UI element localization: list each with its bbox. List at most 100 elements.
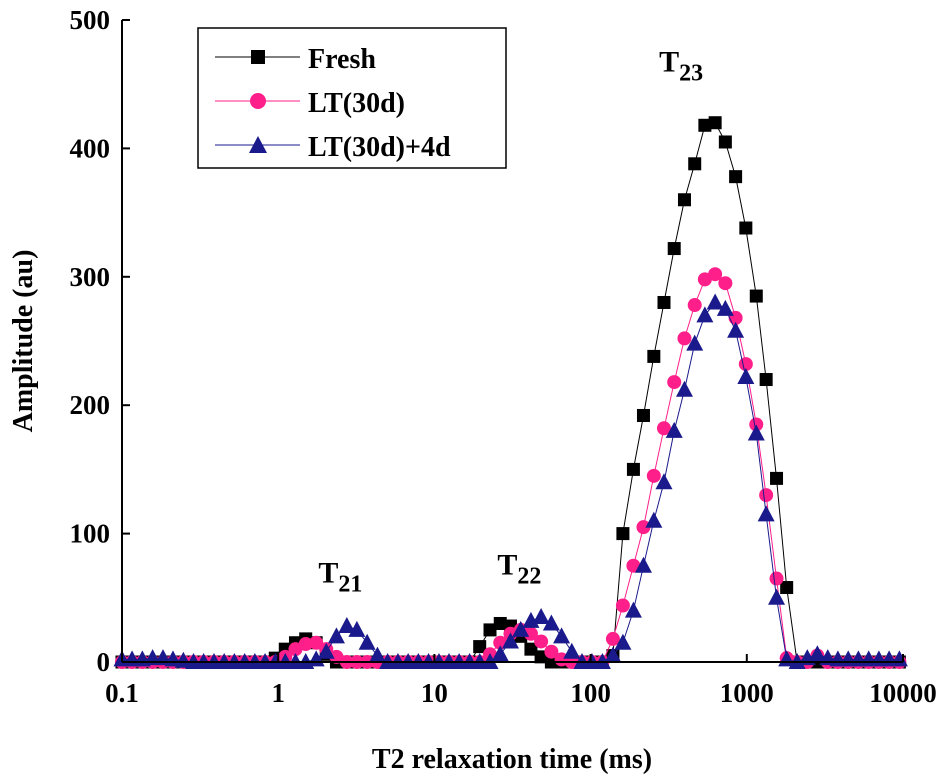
legend: Fresh LT(30d) LT(30d)+4d (197, 27, 507, 169)
data-point (626, 462, 640, 476)
legend-label-fresh: Fresh (308, 44, 376, 75)
data-point (716, 299, 734, 316)
data-point (493, 616, 507, 630)
data-point (329, 649, 344, 664)
data-point (665, 421, 683, 438)
data-point (616, 527, 630, 541)
data-point (532, 608, 550, 625)
y-tick-label: 500 (70, 5, 111, 35)
data-point (808, 645, 826, 662)
annotation-t23: T23 (659, 45, 703, 86)
annotation-t23-sub: 23 (679, 60, 703, 86)
data-point (708, 116, 722, 130)
data-point (647, 349, 661, 363)
y-tick-label: 200 (70, 390, 111, 420)
data-point (368, 646, 386, 663)
legend-marker-square (251, 50, 265, 64)
data-point (544, 644, 559, 659)
annotation-t22: T22 (497, 549, 541, 590)
data-point (757, 505, 775, 522)
data-point (563, 642, 581, 659)
data-point (636, 520, 651, 535)
legend-marker-triangle (249, 136, 267, 153)
data-point (534, 650, 548, 664)
data-point (338, 617, 356, 634)
data-point (614, 633, 632, 650)
x-tick-label: 10000 (869, 678, 937, 708)
legend-marker-circle (250, 93, 266, 109)
data-point (667, 242, 681, 256)
data-point (688, 157, 702, 171)
data-point (298, 637, 313, 652)
legend-label-lt30d-4d: LT(30d)+4d (308, 132, 451, 163)
data-point (675, 380, 693, 397)
data-point (737, 367, 755, 384)
peak-annotations: T21 T22 T23 (318, 45, 703, 597)
x-tick-label: 1000 (720, 678, 774, 708)
data-point (780, 581, 794, 595)
data-point (634, 556, 652, 573)
y-tick-label: 300 (70, 262, 111, 292)
data-point (747, 424, 765, 441)
legend-entry-lt30d: LT(30d) (215, 88, 405, 119)
data-point (677, 331, 692, 346)
data-point (655, 473, 673, 490)
data-point (687, 298, 702, 313)
data-point (317, 642, 335, 659)
data-point (524, 642, 538, 656)
data-point (759, 373, 773, 387)
data-point (615, 598, 630, 613)
data-point (739, 221, 753, 235)
y-tick-label: 400 (70, 133, 111, 163)
data-point (759, 488, 774, 503)
axes (121, 20, 903, 663)
data-point (677, 193, 691, 207)
x-tick-label: 10 (421, 678, 448, 708)
data-point (768, 588, 786, 605)
data-point (327, 627, 345, 644)
data-point (708, 267, 723, 282)
data-point (667, 375, 682, 390)
data-point (696, 306, 714, 323)
data-point (645, 511, 663, 528)
data-point (553, 627, 571, 644)
data-point (706, 293, 724, 310)
data-point (483, 623, 497, 637)
data-point (348, 620, 366, 637)
ticks: 0 100 200 300 400 500 0.1 1 10 100 1000 10000 (70, 5, 937, 708)
legend-entry-lt30d-4d: LT(30d)+4d (215, 132, 451, 163)
legend-label-lt30d: LT(30d) (308, 88, 405, 119)
data-point (358, 633, 376, 650)
annotation-t21: T21 (318, 556, 362, 597)
data-point (534, 634, 549, 649)
data-point (749, 289, 763, 303)
data-point (604, 646, 622, 663)
annotation-t21-sub: 21 (338, 571, 362, 597)
annotation-t23-base: T (659, 45, 679, 78)
annotation-t22-sub: 22 (517, 564, 541, 590)
data-point (718, 135, 732, 149)
x-tick-label: 1 (271, 678, 285, 708)
plot-marks (113, 116, 908, 669)
data-point (636, 408, 650, 422)
series-lt-30d- (115, 267, 907, 669)
data-point (309, 635, 324, 650)
x-axis-label: T2 relaxation time (ms) (372, 744, 652, 775)
data-point (656, 421, 671, 436)
data-point (770, 471, 784, 485)
x-tick-label: 0.1 (105, 678, 139, 708)
x-tick-label: 100 (570, 678, 611, 708)
data-point (686, 334, 704, 351)
data-point (542, 614, 560, 631)
series-lt-30d-4d (113, 293, 908, 669)
y-tick-label: 100 (70, 519, 111, 549)
data-point (718, 276, 733, 291)
legend-entry-fresh: Fresh (215, 44, 376, 75)
data-point (657, 295, 671, 309)
data-point (501, 632, 519, 649)
y-tick-label: 0 (97, 647, 111, 677)
data-point (624, 601, 642, 618)
data-point (491, 645, 509, 662)
data-point (646, 468, 661, 483)
